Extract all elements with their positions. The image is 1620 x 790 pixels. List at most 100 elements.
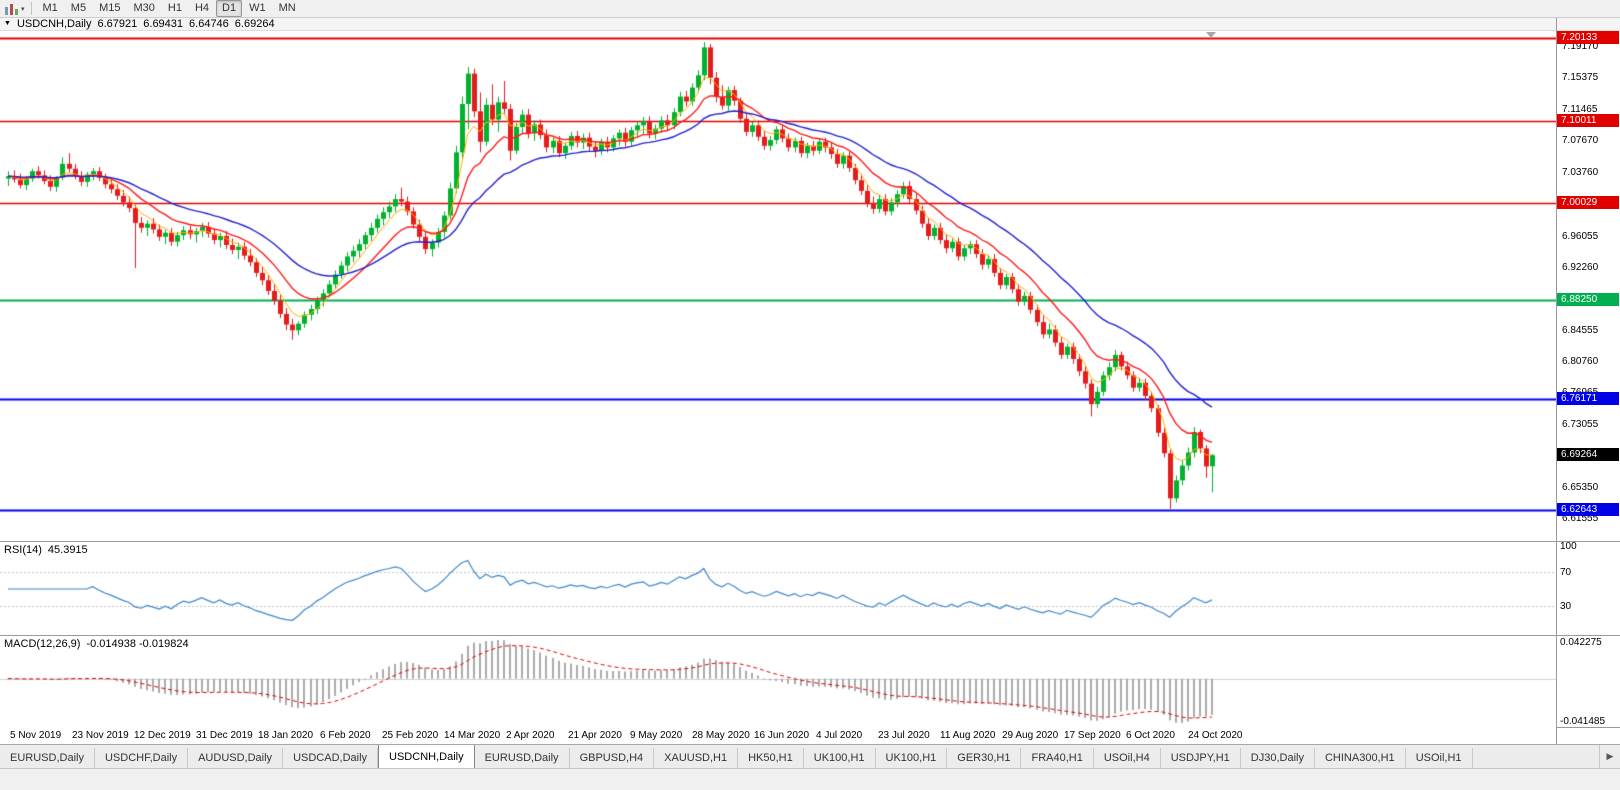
panel-separator-rsi[interactable] [0, 541, 1620, 542]
macd-axis-label: -0.041485 [1560, 716, 1606, 727]
date-label: 23 Nov 2019 [72, 730, 129, 741]
main-chart-canvas[interactable] [0, 31, 1556, 541]
timeframe-buttons: M1 M5 M15 M30 H1 H4 D1 W1 MN [37, 0, 303, 17]
date-label: 6 Oct 2020 [1126, 730, 1175, 741]
tab-uk100-h1[interactable]: UK100,H1 [804, 748, 876, 768]
tab-uk100-h1[interactable]: UK100,H1 [876, 748, 948, 768]
rsi-label: RSI(14) 45.3915 [4, 544, 94, 556]
ohlc-close: 6.69264 [234, 18, 275, 30]
price-axis-separator [1556, 18, 1557, 744]
price-tick: 7.03760 [1562, 167, 1599, 179]
date-label: 21 Apr 2020 [568, 730, 622, 741]
chart-dropdown-caret-icon[interactable]: ▾ [21, 5, 25, 13]
date-label: 2 Apr 2020 [506, 730, 555, 741]
rsi-panel-canvas[interactable] [0, 542, 1556, 635]
tab-fra40-h1[interactable]: FRA40,H1 [1021, 748, 1094, 768]
chart-shift-marker-icon [1206, 32, 1216, 38]
top-toolbar: ▾ M1 M5 M15 M30 H1 H4 D1 W1 MN [0, 0, 1620, 18]
tab-hk50-h1[interactable]: HK50,H1 [738, 748, 804, 768]
date-label: 23 Jul 2020 [878, 730, 930, 741]
hline-price-label: 6.62643 [1557, 502, 1619, 516]
tab-gbpusd-h4[interactable]: GBPUSD,H4 [570, 748, 655, 768]
macd-panel-canvas[interactable] [0, 636, 1556, 727]
tab-eurusd-daily[interactable]: EURUSD,Daily [475, 748, 570, 768]
timeframe-button-m15[interactable]: M15 [99, 2, 121, 14]
timeframe-button-m5[interactable]: M5 [70, 2, 87, 14]
date-label: 18 Jan 2020 [258, 730, 314, 741]
date-label: 28 May 2020 [692, 730, 750, 741]
rsi-value: 45.3915 [47, 544, 88, 556]
hline-price-label: 7.00029 [1557, 195, 1619, 209]
price-tick: 6.61555 [1562, 513, 1599, 525]
macd-label: MACD(12,26,9) -0.014938 -0.019824 [4, 638, 195, 650]
symbol-caret-icon[interactable]: ▼ [4, 20, 11, 27]
date-label: 25 Feb 2020 [382, 730, 439, 741]
tab-china300-h1[interactable]: CHINA300,H1 [1315, 748, 1406, 768]
tab-usdcnh-daily[interactable]: USDCNH,Daily [378, 745, 475, 768]
price-tick: 6.80760 [1562, 355, 1599, 367]
date-label: 11 Aug 2020 [940, 730, 996, 741]
price-tick: 7.11465 [1562, 104, 1598, 116]
date-label: 29 Aug 2020 [1002, 730, 1059, 741]
tab-usoil-h4[interactable]: USOil,H4 [1094, 748, 1161, 768]
date-label: 14 Mar 2020 [444, 730, 501, 741]
macd-values: -0.014938 -0.019824 [86, 638, 189, 650]
chart-tabs: EURUSD,Daily USDCHF,Daily AUDUSD,Daily USDC… [0, 744, 1620, 768]
timeframe-button-w1[interactable]: W1 [249, 2, 266, 14]
current-price-label: 6.69264 [1557, 448, 1619, 462]
rsi-axis-label: 70 [1560, 566, 1572, 578]
date-label: 17 Sep 2020 [1064, 730, 1121, 741]
hline-price-label: 7.20133 [1557, 31, 1619, 45]
date-label: 12 Dec 2019 [134, 730, 191, 741]
macd-name: MACD(12,26,9) [4, 638, 81, 650]
timeframe-button-mn[interactable]: MN [278, 2, 296, 14]
date-label: 9 May 2020 [630, 730, 683, 741]
timeframe-button-m1[interactable]: M1 [42, 2, 58, 14]
ohlc-low: 6.64746 [189, 18, 229, 30]
tab-dj30-daily[interactable]: DJ30,Daily [1241, 748, 1315, 768]
bar-chart-icon [5, 4, 18, 15]
timeframe-button-d1[interactable]: D1 [216, 0, 243, 17]
tab-usdchf-daily[interactable]: USDCHF,Daily [95, 748, 189, 768]
chart-title-bar: ▼ USDCNH,Daily 6.67921 6.69431 6.64746 6… [0, 18, 1620, 31]
tab-ger30-h1[interactable]: GER30,H1 [947, 748, 1022, 768]
timeframe-button-h1[interactable]: H1 [167, 2, 182, 14]
rsi-axis-label: 100 [1560, 541, 1577, 552]
price-tick: 7.07670 [1562, 135, 1599, 147]
timeframe-button-h4[interactable]: H4 [194, 2, 210, 14]
price-tick: 6.65350 [1562, 482, 1599, 494]
ohlc-open: 6.67921 [97, 18, 138, 30]
hline-price-label: 6.76171 [1557, 391, 1619, 405]
hline-price-label: 6.88250 [1557, 292, 1619, 306]
date-axis[interactable]: 5 Nov 2019 23 Nov 2019 12 Dec 2019 31 Dec 2… [0, 727, 1556, 744]
toolbar-separator [30, 2, 32, 15]
date-label: 31 Dec 2019 [196, 730, 253, 741]
tab-usoil-h1[interactable]: USOil,H1 [1406, 748, 1473, 768]
symbol-title: USDCNH,Daily [16, 18, 92, 30]
macd-axis-label: 0.042275 [1560, 637, 1602, 648]
panel-separator-macd[interactable] [0, 635, 1620, 636]
chart-type-icon[interactable] [4, 2, 20, 15]
date-label: 5 Nov 2019 [10, 730, 62, 741]
date-label: 16 Jun 2020 [754, 730, 810, 741]
ohlc-high: 6.69431 [143, 18, 184, 30]
timeframe-button-m30[interactable]: M30 [133, 2, 155, 14]
price-tick: 7.19170 [1562, 41, 1599, 52]
date-label: 4 Jul 2020 [816, 730, 863, 741]
price-axis[interactable]: 7.191707.153757.114657.076707.037606.999… [1556, 18, 1620, 744]
status-bar [0, 768, 1620, 790]
price-tick: 6.96055 [1562, 230, 1599, 242]
tab-usdcad-daily[interactable]: USDCAD,Daily [283, 748, 379, 768]
date-label: 6 Feb 2020 [320, 730, 371, 741]
date-label: 24 Oct 2020 [1188, 730, 1243, 741]
tab-xauusd-h1[interactable]: XAUUSD,H1 [654, 748, 739, 768]
tab-usdjpy-h1[interactable]: USDJPY,H1 [1161, 748, 1241, 768]
rsi-axis-label: 30 [1560, 601, 1572, 613]
tab-scroll-right-button[interactable]: ▶ [1599, 745, 1620, 768]
rsi-name: RSI(14) [4, 544, 42, 556]
price-tick: 6.73055 [1562, 419, 1599, 431]
tab-audusd-daily[interactable]: AUDUSD,Daily [188, 748, 284, 768]
price-tick: 6.84555 [1562, 324, 1599, 336]
tab-eurusd-daily[interactable]: EURUSD,Daily [0, 748, 95, 768]
hline-price-label: 7.10011 [1557, 114, 1619, 128]
